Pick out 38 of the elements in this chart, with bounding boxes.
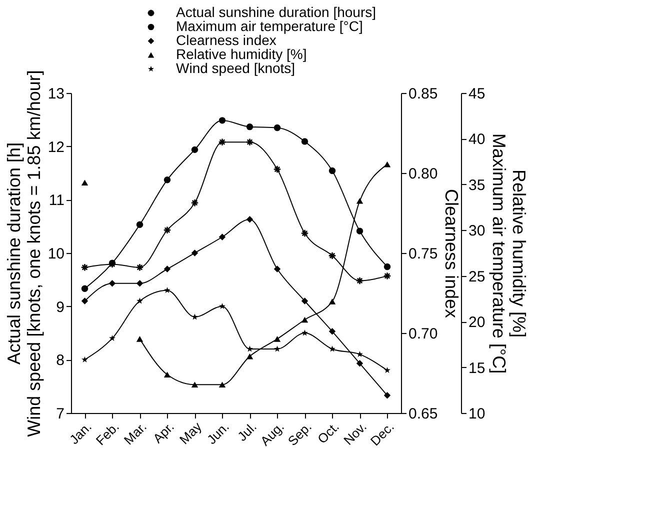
x-tick-label: Feb. xyxy=(92,419,122,448)
y3-tick-label: 15 xyxy=(468,360,486,377)
y3-tick-label: 40 xyxy=(468,131,486,148)
y2-tick-label: 0.85 xyxy=(408,86,438,102)
y-tick-label: 7 xyxy=(56,406,64,422)
y3-tick-label: 20 xyxy=(468,314,486,332)
x-tick-label: Dec. xyxy=(367,419,397,449)
y2-tick-label: 0.80 xyxy=(408,166,438,182)
y2-tick-label: 0.70 xyxy=(408,326,438,342)
y-tick-label: 12 xyxy=(48,138,64,156)
y-tick-label: 11 xyxy=(48,192,64,210)
legend-label: Clearness index xyxy=(176,32,276,48)
legend-label: Actual sunshine duration [hours] xyxy=(176,4,376,20)
y3-tick-label: 30 xyxy=(468,222,486,240)
y-tick-label: 10 xyxy=(48,246,64,262)
y2-tick-label: 0.65 xyxy=(408,406,438,422)
y-tick-label: 13 xyxy=(48,86,64,102)
y2-axis-title: Clearness index xyxy=(442,188,462,318)
y3-tick-label: 25 xyxy=(468,268,486,286)
y3-tick-label: 45 xyxy=(468,86,486,102)
x-tick-label: Sep. xyxy=(284,419,314,449)
x-tick-label: Oct. xyxy=(314,419,342,447)
x-tick-label: May xyxy=(176,418,205,448)
legend-label: Relative humidity [%] xyxy=(176,46,307,62)
x-tick-label: Apr. xyxy=(150,419,177,446)
y-tick-label: 9 xyxy=(56,298,64,316)
y3-tick-label: 10 xyxy=(468,406,486,422)
y3-tick-label: 35 xyxy=(468,176,486,194)
x-tick-label: Jan. xyxy=(66,419,94,448)
x-tick-label: Aug. xyxy=(257,419,287,449)
x-tick-label: Jun. xyxy=(204,419,232,448)
y2-tick-label: 0.75 xyxy=(408,246,438,262)
x-tick-label: Mar. xyxy=(120,419,150,448)
x-tick-label: Jul. xyxy=(234,419,260,444)
y3-axis-title: Relative humidity [%] Maximum air temperature [°C] xyxy=(489,133,530,374)
y-axis-title: Actual sunshine duration [h] Wind speed [knots, one knots = 1.85 km/hour] xyxy=(4,70,44,437)
x-tick-label: Nov. xyxy=(340,419,370,448)
y-tick-label: 8 xyxy=(56,352,64,370)
